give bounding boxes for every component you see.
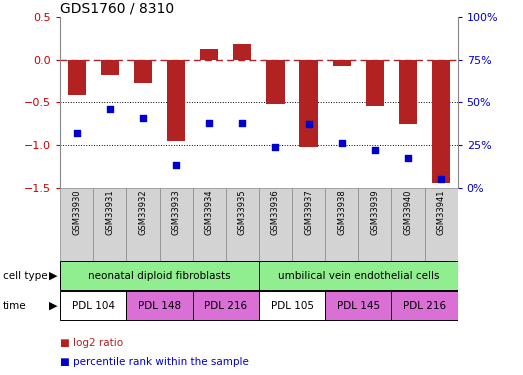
Text: cell type: cell type [3,271,47,280]
Text: time: time [3,301,26,310]
Bar [259,261,458,290]
Bar [60,188,93,261]
Text: PDL 145: PDL 145 [337,301,380,310]
Bar [358,188,391,261]
Point [106,106,114,112]
Text: PDL 104: PDL 104 [72,301,115,310]
Text: GSM33938: GSM33938 [337,190,346,236]
Bar [160,188,192,261]
Bar [67,60,86,95]
Point [437,176,445,182]
Point [371,147,379,153]
Bar [432,60,450,183]
Text: ▶: ▶ [49,271,57,280]
Point [172,162,180,168]
Text: GSM33931: GSM33931 [105,190,115,236]
Text: ■ log2 ratio: ■ log2 ratio [60,338,123,348]
Point [337,140,346,146]
Point [73,130,81,136]
Bar [292,188,325,261]
Bar [425,188,458,261]
Text: GSM33935: GSM33935 [238,190,247,236]
Text: GSM33930: GSM33930 [72,190,81,236]
Bar [134,60,152,82]
Text: GSM33936: GSM33936 [271,190,280,236]
Bar [192,291,259,320]
Text: umbilical vein endothelial cells: umbilical vein endothelial cells [278,271,439,280]
Point [139,114,147,120]
Bar [233,44,252,60]
Bar [391,188,425,261]
Text: GSM33933: GSM33933 [172,190,180,236]
Bar [259,291,325,320]
Bar [200,49,218,60]
Bar [226,188,259,261]
Text: GSM33937: GSM33937 [304,190,313,236]
Point [238,120,246,126]
Text: GSM33934: GSM33934 [204,190,214,236]
Point [404,156,412,162]
Bar [300,60,317,147]
Bar [333,60,351,66]
Bar [266,60,285,104]
Bar [366,60,384,106]
Text: GSM33940: GSM33940 [403,190,413,235]
Text: GDS1760 / 8310: GDS1760 / 8310 [60,2,174,16]
Bar [167,60,185,141]
Bar [127,291,192,320]
Bar [60,261,259,290]
Text: PDL 105: PDL 105 [270,301,313,310]
Bar [325,188,358,261]
Text: neonatal diploid fibroblasts: neonatal diploid fibroblasts [88,271,231,280]
Bar [101,60,119,75]
Text: ■ percentile rank within the sample: ■ percentile rank within the sample [60,357,249,367]
Point [205,120,213,126]
Point [304,122,313,128]
Text: PDL 216: PDL 216 [403,301,446,310]
Bar [192,188,226,261]
Bar [60,291,127,320]
Text: PDL 216: PDL 216 [204,301,247,310]
Text: ▶: ▶ [49,301,57,310]
Bar [391,291,458,320]
Bar [127,188,160,261]
Text: PDL 148: PDL 148 [138,301,181,310]
Bar [93,188,127,261]
Text: GSM33939: GSM33939 [370,190,379,236]
Text: GSM33941: GSM33941 [437,190,446,235]
Bar [259,188,292,261]
Bar [325,291,391,320]
Point [271,144,280,150]
Bar [399,60,417,123]
Text: GSM33932: GSM33932 [139,190,147,236]
